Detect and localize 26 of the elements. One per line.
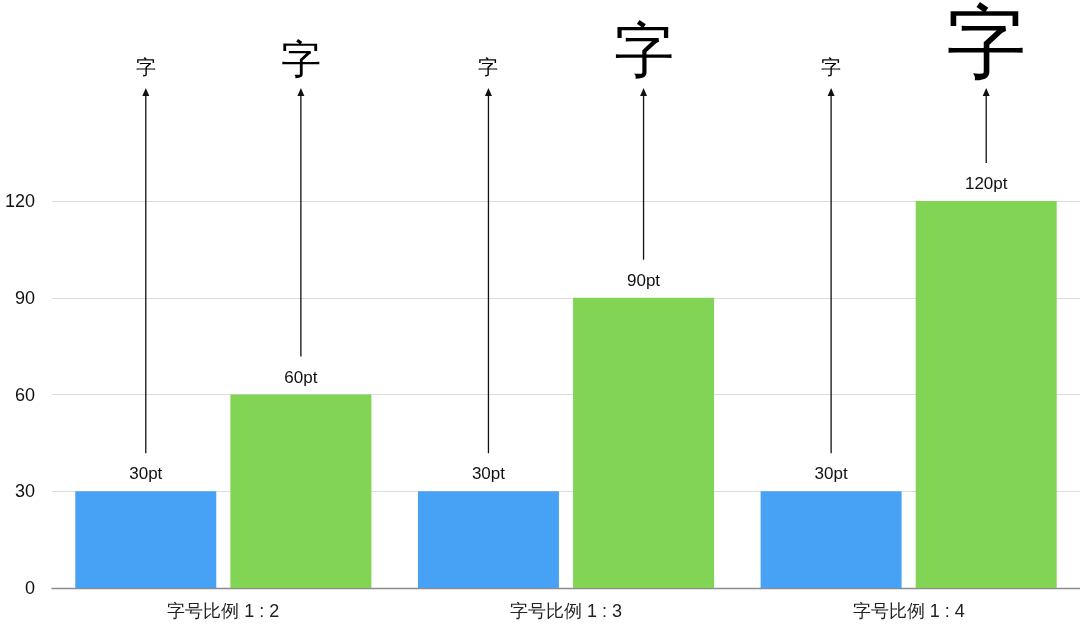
bar	[417, 491, 559, 588]
y-tick-label: 90	[14, 287, 35, 308]
data-label: 120pt	[964, 174, 1008, 193]
text: 字	[135, 56, 156, 79]
text: 字	[946, 0, 1027, 87]
bar	[573, 297, 715, 588]
x-tick-label: 字号比例 1 : 3	[509, 601, 623, 621]
text: 字	[280, 36, 321, 82]
data-label: 30pt	[814, 464, 848, 484]
text: 字	[613, 16, 674, 85]
text: 字	[821, 56, 842, 79]
bar	[75, 491, 217, 588]
y-tick-label: 120	[4, 191, 35, 211]
y-tick-label: 60	[14, 384, 35, 405]
data-label: 30pt	[129, 464, 163, 484]
data-label: 90pt	[627, 270, 661, 290]
x-tick-label: 字号比例 1 : 4	[852, 601, 965, 621]
y-tick-label: 0	[24, 578, 35, 598]
y-tick-label: 30	[14, 481, 35, 502]
bar	[915, 201, 1057, 588]
x-tick-label: 字号比例 1 : 2	[167, 601, 280, 621]
text: 字	[478, 56, 499, 79]
data-label: 60pt	[284, 367, 318, 387]
bar	[230, 394, 372, 588]
data-label: 30pt	[471, 464, 506, 484]
bar	[760, 491, 902, 588]
